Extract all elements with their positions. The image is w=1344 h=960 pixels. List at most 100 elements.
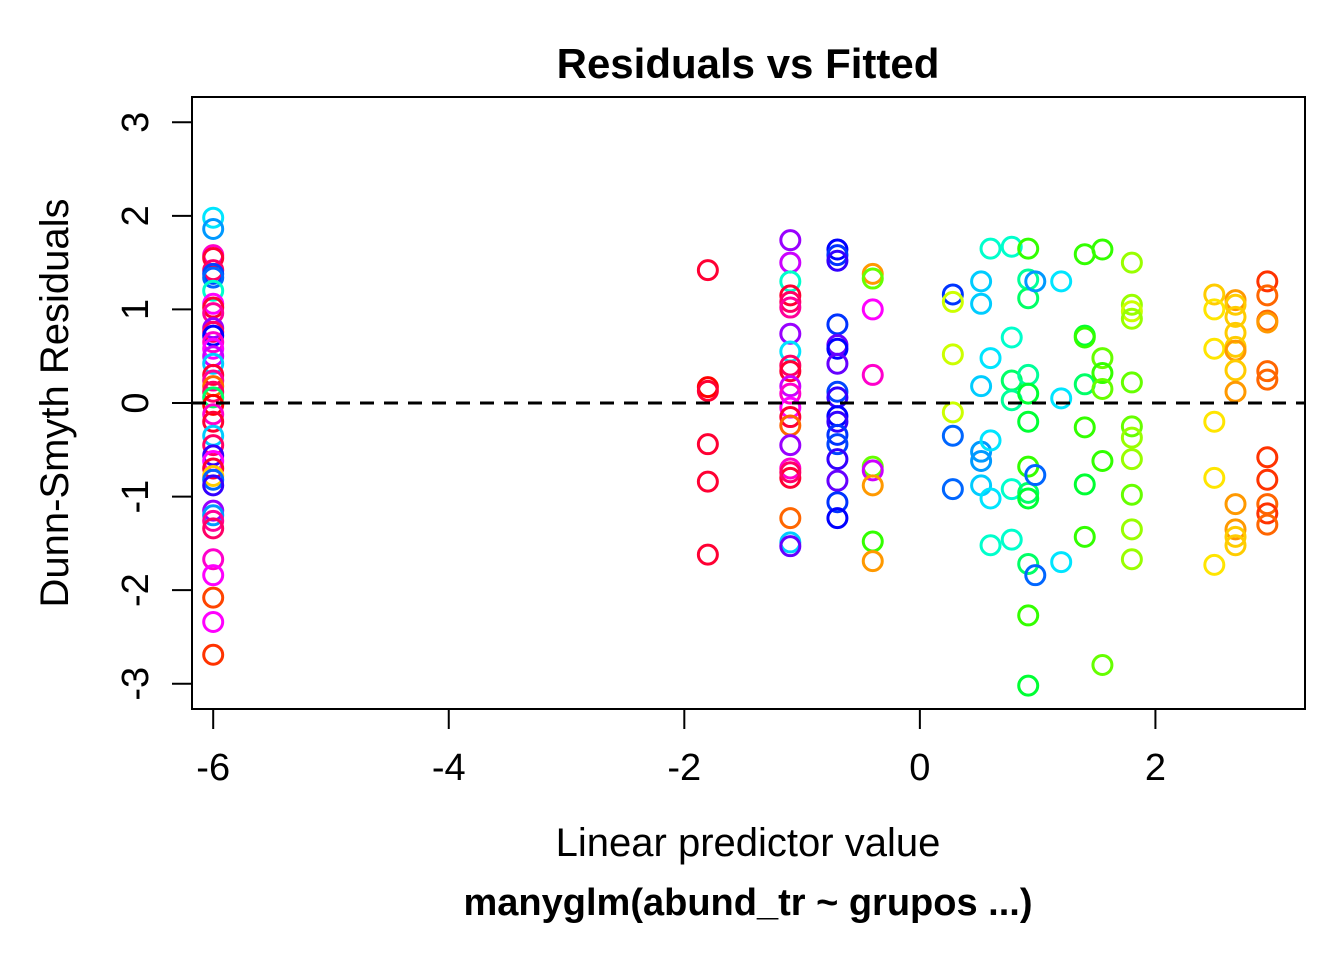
data-point — [696, 433, 719, 456]
data-point — [861, 267, 884, 290]
data-point — [861, 530, 884, 553]
data-point — [1017, 604, 1040, 627]
data-point — [696, 470, 719, 493]
data-point — [1256, 468, 1279, 491]
data-point — [941, 343, 964, 366]
data-point — [979, 237, 1002, 260]
y-tick-label: 2 — [115, 205, 157, 226]
x-tick-label: -4 — [432, 747, 466, 789]
data-point — [202, 369, 225, 392]
data-point — [826, 313, 849, 336]
data-point — [1224, 525, 1247, 548]
data-point — [979, 534, 1002, 557]
data-point — [1091, 362, 1114, 385]
data-point — [970, 270, 993, 293]
data-point — [779, 296, 802, 319]
data-point — [1203, 466, 1226, 489]
data-point — [202, 474, 225, 497]
data-point — [1224, 293, 1247, 316]
data-point — [826, 448, 849, 471]
data-point — [202, 610, 225, 633]
data-point — [1050, 387, 1073, 410]
data-point — [1256, 284, 1279, 307]
data-point — [941, 401, 964, 424]
data-point — [826, 469, 849, 492]
x-tick-label: -2 — [667, 747, 701, 789]
data-point — [202, 564, 225, 587]
data-point — [1120, 371, 1143, 394]
data-point — [202, 296, 225, 319]
data-point — [1000, 326, 1023, 349]
data-point — [696, 379, 719, 402]
data-point — [1120, 251, 1143, 274]
data-point — [1256, 360, 1279, 383]
data-point — [1120, 448, 1143, 471]
data-point — [941, 478, 964, 501]
data-point — [696, 543, 719, 566]
data-point — [202, 206, 225, 229]
data-point — [826, 244, 849, 267]
data-point — [941, 290, 964, 313]
x-tick-label: 2 — [1145, 747, 1166, 789]
data-point — [202, 337, 225, 360]
data-point — [202, 386, 225, 409]
plot-frame — [191, 96, 1306, 710]
data-point — [1203, 410, 1226, 433]
data-point — [202, 363, 225, 386]
data-point — [1203, 553, 1226, 576]
data-point — [1091, 377, 1114, 400]
data-point — [826, 423, 849, 446]
data-point — [826, 507, 849, 530]
data-point — [1224, 534, 1247, 557]
chart-title: Residuals vs Fitted — [557, 40, 940, 87]
data-point — [979, 487, 1002, 510]
data-point — [826, 380, 849, 403]
data-point — [779, 229, 802, 252]
y-axis: -3 -2 -1 0 1 2 3 — [115, 112, 193, 701]
x-tick-label: -6 — [196, 747, 230, 789]
data-point — [202, 266, 225, 289]
data-point — [202, 504, 225, 527]
data-point — [202, 380, 225, 403]
data-point — [826, 410, 849, 433]
y-tick-label: 1 — [115, 299, 157, 320]
data-point — [779, 251, 802, 274]
data-point — [1256, 446, 1279, 469]
data-point — [779, 270, 802, 293]
data-point — [1073, 243, 1096, 266]
data-point — [1073, 416, 1096, 439]
data-point — [202, 352, 225, 375]
data-point — [861, 474, 884, 497]
data-point — [202, 434, 225, 457]
data-point — [1017, 552, 1040, 575]
data-point — [779, 360, 802, 383]
data-point — [779, 466, 802, 489]
data-point — [202, 457, 225, 480]
data-point — [1024, 270, 1047, 293]
data-point — [1256, 502, 1279, 525]
data-point — [1000, 478, 1023, 501]
data-point — [202, 468, 225, 491]
data-point — [202, 643, 225, 666]
data-point — [202, 517, 225, 540]
data-point — [1256, 493, 1279, 516]
data-point — [1091, 450, 1114, 473]
y-tick-label: -3 — [115, 667, 157, 701]
data-point — [826, 337, 849, 360]
data-point — [979, 429, 1002, 452]
data-point — [970, 450, 993, 473]
data-point — [826, 238, 849, 261]
data-point — [779, 535, 802, 558]
data-point — [202, 444, 225, 467]
data-point — [779, 461, 802, 484]
data-point — [1073, 326, 1096, 349]
data-point — [1073, 473, 1096, 496]
data-point — [1224, 493, 1247, 516]
data-point — [1000, 235, 1023, 258]
data-point — [1017, 487, 1040, 510]
data-point — [826, 352, 849, 375]
data-point — [779, 507, 802, 530]
x-tick-label: 0 — [909, 747, 930, 789]
data-point — [941, 283, 964, 306]
data-point — [1203, 283, 1226, 306]
